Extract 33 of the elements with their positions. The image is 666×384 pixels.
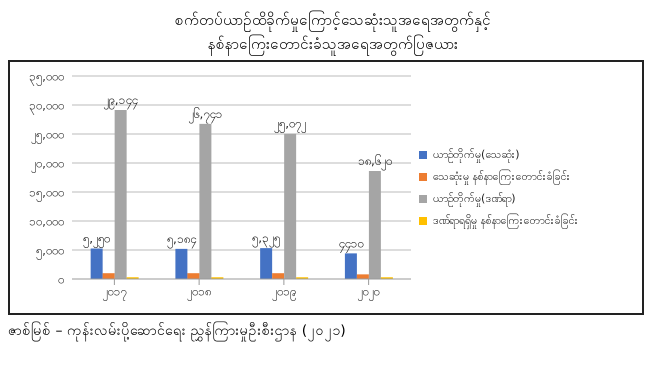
legend-label: ဒဏ်ရာရရှိမှု နစ်နာကြေးတောင်းခံခြင်း [433, 212, 578, 232]
y-tick-label: ၃၀,၀၀၀ [29, 98, 64, 116]
y-tick-label: ၂၀,၀၀၀ [31, 156, 64, 174]
y-tick-label: ၃၅,၀၀၀ [29, 69, 64, 86]
legend-label: ယာဉ်တိုက်မှု(ဒဏ်ရာ) [433, 190, 516, 209]
legend-label: ယာဉ်တိုက်မှု(သေဆုံး) [433, 146, 520, 165]
y-tick-label: ၀ [58, 272, 64, 286]
data-label: ၂၅,၀၇၂ [274, 116, 306, 134]
data-label: ၄၄၁၀ [338, 236, 364, 254]
y-tick-label: ၂၅,၀၀၀ [31, 127, 64, 144]
data-label: ၅,၁၈၄ [166, 232, 196, 249]
x-tick-label: ၂၀၁၉ [272, 284, 296, 302]
data-label: ၂၆,၇၄၁ [188, 106, 222, 124]
x-tick-label: ၂၀၁၈ [187, 284, 212, 302]
bar [344, 253, 357, 279]
bar [260, 248, 272, 279]
bar [90, 248, 103, 279]
y-tick-label: ၅,၀၀၀ [36, 243, 64, 260]
y-tick-label: ၁၀,၀၀၀ [29, 214, 64, 228]
chart-title: စက်တပ်ယာဉ်ထိခိုက်မှုကြောင့်သေဆုံးသူအရေအတွက်နှင့် နစ်နာကြေးတောင်းခံသူအရေအတွက်ပြဇယား [174, 10, 492, 56]
data-label: ၅,၃၂၅ [252, 231, 280, 248]
x-tick-label: ၂၀၁၇ [102, 284, 126, 302]
x-tick-label: ၂၀၂၀ [358, 284, 380, 302]
legend-label: သေဆုံးမှု နစ်နာကြေးတောင်းခံခြင်း [433, 168, 570, 187]
bar [272, 273, 284, 279]
bar [187, 273, 200, 279]
bar [175, 248, 188, 279]
data-label: ၂၉,၁၄၄ [104, 92, 138, 110]
data-label: ၅,၂၅၀ [83, 232, 110, 249]
y-tick-label: ၁၅,၀၀၀ [29, 185, 64, 202]
data-label: ၁၈,၆၂၀ [358, 153, 392, 172]
bar [102, 273, 115, 279]
text: ဇာစ်မြစ် – ကုန်းလမ်းပို့ဆောင်ရေး ညွှန်ကြားမှုဦးစီးဌာန (၂၀၂၁) [8, 321, 347, 342]
